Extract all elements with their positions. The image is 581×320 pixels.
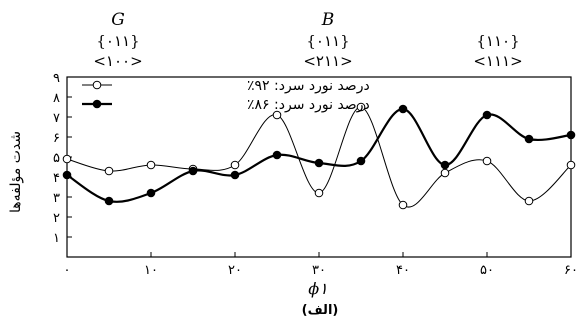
x-tick-label: ۱۰: [144, 263, 158, 278]
y-tick-label: ۳: [53, 191, 60, 206]
data-point-series-2: [314, 158, 324, 168]
data-point-series-2: [482, 110, 492, 120]
annotation-direction: <۱۰۰>: [93, 52, 142, 70]
data-point-series-1: [272, 110, 282, 120]
legend-label-2: درصد نورد سرد: ۸۶٪: [247, 97, 370, 113]
annotation-plane: {۰۱۱}: [306, 32, 349, 50]
y-axis-ticks: ۱ ۲ ۳ ۴ ۵ ۶ ۷ ۸ ۹: [53, 71, 72, 246]
legend-label-1: درصد نورد سرد: ۹۲٪: [247, 78, 370, 94]
y-tick-label: ۵: [53, 151, 60, 166]
figure-caption: (الف): [302, 303, 339, 318]
data-point-series-2: [62, 170, 72, 180]
y-tick-label: ۲: [53, 211, 60, 226]
x-tick-label: ۴۰: [396, 263, 410, 278]
legend-marker-2: [92, 99, 102, 109]
data-point-series-2: [272, 150, 282, 160]
data-point-series-2: [398, 104, 408, 114]
data-point-series-2: [188, 166, 198, 176]
y-tick-label: ۴: [53, 171, 60, 186]
data-point-series-1: [62, 154, 72, 164]
data-point-series-1: [482, 156, 492, 166]
y-tick-label: ۶: [53, 131, 60, 146]
series-line-2: [66, 107, 572, 203]
annotation-plane: {۰۱۱}: [96, 32, 139, 50]
legend-marker-1: [92, 80, 102, 90]
legend: درصد نورد سرد: ۹۲٪ درصد نورد سرد: ۸۶٪: [82, 78, 370, 113]
x-tick-label: ۰: [64, 263, 71, 278]
data-point-series-1: [356, 102, 366, 112]
data-point-series-2: [524, 134, 534, 144]
orientation-annotations: G {۰۱۱} <۱۰۰> B {۰۱۱} <۲۱۱> {۱۱۰} <۱۱۱>: [93, 10, 522, 70]
data-point-series-1: [104, 166, 114, 176]
data-point-series-2: [104, 196, 114, 206]
x-tick-label: ۳۰: [312, 263, 326, 278]
x-axis-label: ϕ۱: [308, 279, 328, 298]
y-tick-label: ۹: [53, 71, 60, 86]
y-tick-label: ۷: [53, 111, 60, 126]
annotation-name: B: [321, 10, 335, 30]
annotation-direction: <۲۱۱>: [303, 52, 352, 70]
y-axis-label: شدت مؤلفه‌ها: [8, 131, 24, 213]
data-point-series-1: [440, 168, 450, 178]
data-point-series-2: [230, 170, 240, 180]
data-point-series-1: [146, 160, 156, 170]
data-point-series-2: [356, 156, 366, 166]
x-tick-label: ۶۰: [564, 263, 578, 278]
data-point-series-2: [566, 130, 576, 140]
annotation-direction: <۱۱۱>: [473, 52, 522, 70]
series-lines: [62, 102, 576, 210]
annotation-plane: {۱۱۰}: [476, 32, 519, 50]
data-point-series-1: [314, 188, 324, 198]
y-tick-label: ۸: [53, 91, 60, 106]
data-point-series-1: [566, 160, 576, 170]
data-point-series-2: [440, 160, 450, 170]
y-tick-label: ۱: [53, 231, 60, 246]
x-tick-label: ۲۰: [228, 263, 242, 278]
annotation-name: G: [111, 10, 125, 30]
x-tick-label: ۵۰: [480, 263, 494, 278]
x-axis-ticks: ۰ ۱۰ ۲۰ ۳۰ ۴۰ ۵۰ ۶۰: [64, 252, 578, 278]
data-point-series-1: [398, 200, 408, 210]
data-point-series-1: [230, 160, 240, 170]
data-point-series-2: [146, 188, 156, 198]
data-point-series-1: [524, 196, 534, 206]
